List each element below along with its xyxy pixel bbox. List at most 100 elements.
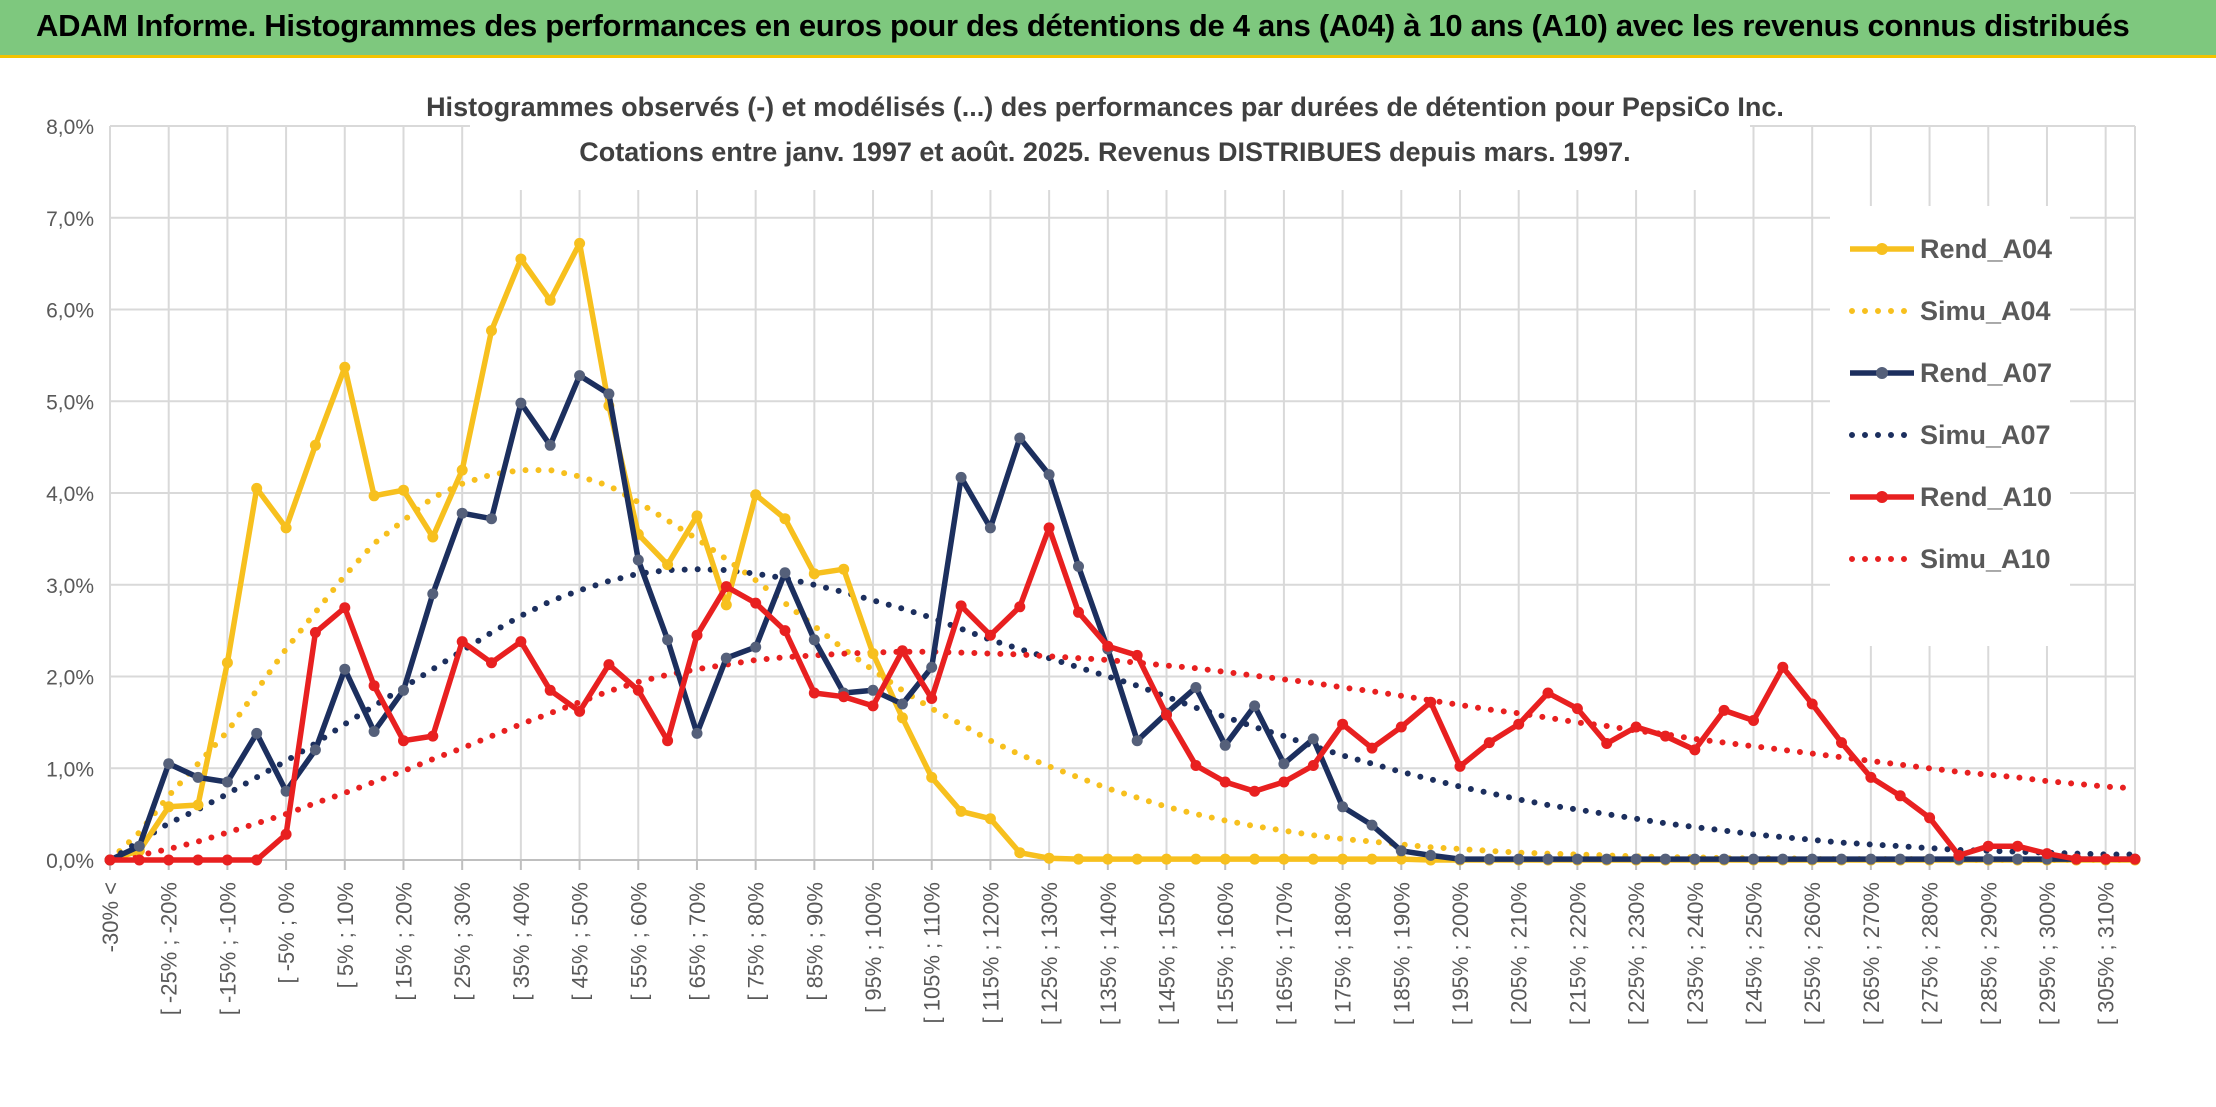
point-rend-a10	[1953, 849, 1965, 861]
point-rend-a10	[280, 828, 292, 840]
x-tick-label: [ 155% ; 160%	[1213, 882, 1238, 1025]
series-layer	[104, 237, 2141, 866]
point-rend-a07	[632, 554, 644, 566]
point-rend-a07	[1249, 700, 1261, 712]
point-rend-a10	[2041, 848, 2053, 860]
x-tick-label: [ 15% ; 20%	[391, 882, 416, 1001]
point-rend-a10	[486, 657, 497, 669]
point-rend-a10	[662, 735, 674, 747]
point-rend-a04	[368, 490, 380, 502]
y-tick-label: 6,0%	[46, 300, 94, 323]
point-rend-a07	[984, 522, 996, 534]
point-rend-a04	[1278, 853, 1290, 865]
y-tick-label: 2,0%	[46, 667, 94, 690]
point-rend-a10	[1219, 776, 1231, 788]
point-rend-a10	[1630, 721, 1642, 733]
legend-label: Rend_A04	[1920, 234, 2052, 264]
x-tick-label: [ 105% ; 110%	[920, 882, 945, 1023]
title-backdrop	[470, 80, 1750, 190]
point-rend-a07	[1219, 739, 1231, 751]
point-rend-a07	[309, 744, 321, 756]
point-rend-a07	[691, 727, 703, 739]
chart-subtitle: Cotations entre janv. 1997 et août. 2025…	[579, 137, 1630, 167]
point-rend-a10	[339, 602, 351, 614]
point-rend-a04	[251, 482, 263, 494]
y-tick-label: 1,0%	[46, 758, 94, 781]
point-rend-a04	[427, 531, 439, 543]
x-tick-label: [ 35% ; 40%	[509, 882, 534, 1001]
point-rend-a10	[1836, 737, 1847, 749]
x-tick-label: -30% <	[98, 882, 123, 952]
point-rend-a10	[1777, 661, 1789, 673]
legend-item-simu-a04: Simu_A04	[1849, 296, 2051, 326]
point-rend-a07	[1777, 853, 1789, 865]
point-rend-a04	[779, 513, 791, 525]
point-rend-a10	[1043, 522, 1055, 534]
point-rend-a07	[1131, 735, 1143, 747]
x-tick-label: [ 215% ; 220%	[1565, 882, 1590, 1025]
point-rend-a07	[515, 397, 527, 409]
point-rend-a10	[1102, 640, 1114, 652]
x-tick-label: [ 295% ; 300%	[2035, 882, 2060, 1025]
legend-label: Simu_A07	[1920, 420, 2051, 450]
point-rend-a07	[1865, 853, 1877, 865]
point-rend-a10	[808, 687, 820, 699]
point-rend-a10	[1601, 738, 1613, 749]
point-rend-a04	[750, 489, 762, 501]
point-rend-a10	[1748, 715, 1759, 726]
point-rend-a04	[1337, 853, 1349, 865]
legend-marker	[1876, 367, 1888, 379]
x-tick-label: [ 305% ; 310%	[2094, 882, 2119, 1025]
point-rend-a07	[1630, 853, 1642, 865]
legend-label: Rend_A07	[1920, 358, 2052, 388]
point-rend-a04	[1190, 853, 1202, 865]
x-tick-label: [ 95% ; 100%	[861, 882, 886, 1013]
point-rend-a07	[1483, 853, 1495, 865]
point-rend-a10	[104, 854, 116, 866]
x-tick-label: [ 115% ; 120%	[978, 882, 1003, 1023]
legend-item-simu-a07: Simu_A07	[1849, 420, 2051, 450]
point-rend-a07	[1395, 845, 1407, 857]
legend-item-rend-a07: Rend_A07	[1850, 358, 2052, 388]
point-rend-a07	[1425, 849, 1437, 861]
point-rend-a07	[1014, 432, 1026, 444]
legend-marker	[1876, 243, 1888, 255]
point-rend-a07	[1571, 853, 1583, 865]
point-rend-a10	[192, 854, 204, 866]
chart-area: 0,0% 1,0% 2,0% 3,0% 4,0% 5,0% 6,0% 7,0% 8,0% -30…	[0, 58, 2216, 1102]
point-rend-a04	[456, 464, 468, 476]
point-rend-a10	[1483, 737, 1495, 749]
point-rend-a07	[427, 588, 439, 600]
point-rend-a10	[1131, 649, 1143, 661]
point-rend-a04	[486, 325, 497, 337]
point-rend-a04	[339, 361, 351, 373]
point-rend-a10	[515, 636, 527, 648]
point-rend-a07	[779, 567, 791, 579]
point-rend-a10	[1278, 776, 1290, 788]
point-rend-a07	[750, 641, 762, 653]
point-rend-a07	[1454, 853, 1466, 865]
point-rend-a10	[603, 659, 615, 671]
point-rend-a10	[251, 854, 263, 866]
point-rend-a10	[1425, 696, 1437, 708]
point-rend-a04	[398, 484, 409, 496]
point-rend-a10	[1014, 601, 1026, 613]
x-tick-label: [ 255% ; 260%	[1800, 882, 1825, 1025]
point-rend-a07	[1542, 853, 1554, 865]
point-rend-a04	[515, 253, 527, 265]
point-rend-a10	[574, 705, 586, 717]
point-rend-a10	[1689, 744, 1701, 756]
line-rend-a07	[108, 372, 2135, 863]
point-rend-a10	[163, 854, 175, 866]
x-tick-label: [ 265% ; 270%	[1859, 882, 1884, 1025]
point-rend-a10	[1865, 771, 1877, 783]
point-rend-a10	[867, 700, 879, 712]
point-rend-a10	[691, 629, 703, 641]
point-rend-a04	[896, 712, 908, 724]
point-rend-a10	[896, 645, 908, 657]
point-rend-a10	[1924, 812, 1936, 824]
x-tick-label: [ 135% ; 140%	[1096, 882, 1121, 1025]
point-rend-a10	[1337, 718, 1349, 730]
point-rend-a07	[1601, 853, 1613, 865]
point-rend-a07	[603, 388, 615, 400]
